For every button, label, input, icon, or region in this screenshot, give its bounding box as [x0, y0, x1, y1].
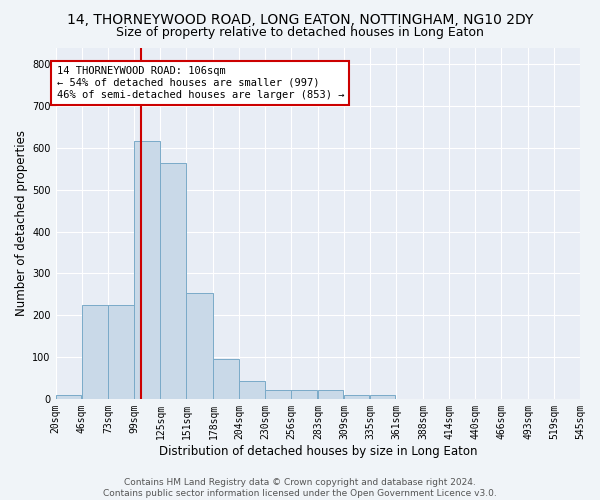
- X-axis label: Distribution of detached houses by size in Long Eaton: Distribution of detached houses by size …: [158, 444, 477, 458]
- Text: Contains HM Land Registry data © Crown copyright and database right 2024.
Contai: Contains HM Land Registry data © Crown c…: [103, 478, 497, 498]
- Bar: [82, 304, 107, 399]
- Bar: [56, 394, 81, 399]
- Text: 14, THORNEYWOOD ROAD, LONG EATON, NOTTINGHAM, NG10 2DY: 14, THORNEYWOOD ROAD, LONG EATON, NOTTIN…: [67, 12, 533, 26]
- Bar: [291, 390, 317, 399]
- Bar: [318, 390, 343, 399]
- Bar: [370, 396, 395, 399]
- Bar: [214, 358, 239, 399]
- Text: Size of property relative to detached houses in Long Eaton: Size of property relative to detached ho…: [116, 26, 484, 39]
- Bar: [344, 396, 370, 399]
- Bar: [239, 382, 265, 399]
- Y-axis label: Number of detached properties: Number of detached properties: [15, 130, 28, 316]
- Bar: [187, 293, 212, 399]
- Text: 14 THORNEYWOOD ROAD: 106sqm
← 54% of detached houses are smaller (997)
46% of se: 14 THORNEYWOOD ROAD: 106sqm ← 54% of det…: [56, 66, 344, 100]
- Bar: [134, 141, 160, 399]
- Bar: [109, 304, 134, 399]
- Bar: [265, 390, 290, 399]
- Bar: [160, 162, 185, 399]
